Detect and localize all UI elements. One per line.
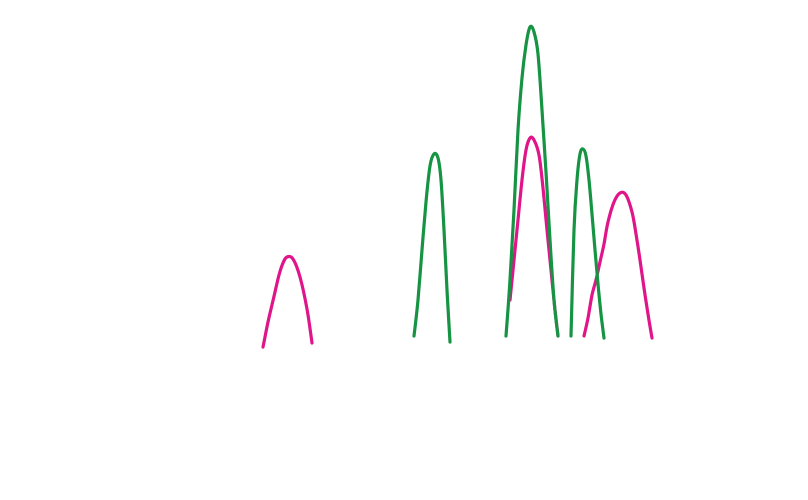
series-2-peak-3 — [569, 147, 606, 340]
series-1-peak-1 — [261, 254, 314, 349]
series-2-peak-2 — [504, 24, 560, 338]
series-2-peak-1 — [412, 151, 452, 344]
series-1-peak-3 — [582, 190, 654, 340]
